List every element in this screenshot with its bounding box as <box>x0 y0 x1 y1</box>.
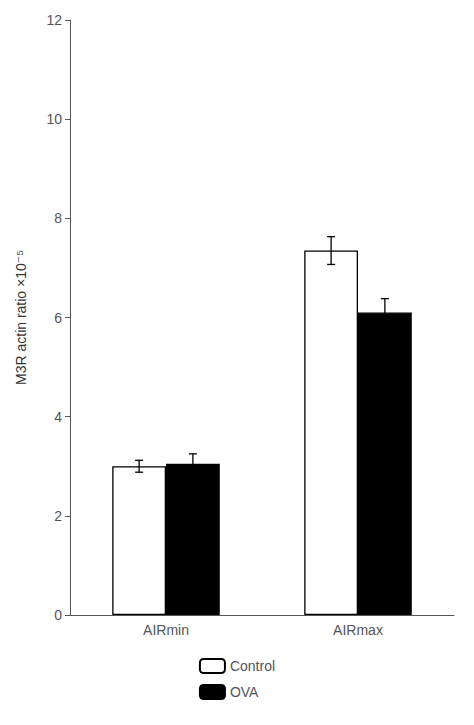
svg-text:4: 4 <box>54 409 62 425</box>
svg-text:M3R actin ratio ×10⁻⁵: M3R actin ratio ×10⁻⁵ <box>13 250 29 385</box>
svg-text:2: 2 <box>54 508 62 524</box>
svg-text:12: 12 <box>46 12 62 28</box>
svg-text:Control: Control <box>230 658 275 674</box>
svg-text:0: 0 <box>54 607 62 623</box>
svg-text:10: 10 <box>46 111 62 127</box>
svg-text:8: 8 <box>54 210 62 226</box>
svg-text:OVA: OVA <box>230 684 259 700</box>
svg-text:AIRmax: AIRmax <box>333 622 383 638</box>
svg-text:6: 6 <box>54 310 62 326</box>
svg-text:AIRmin: AIRmin <box>143 622 189 638</box>
